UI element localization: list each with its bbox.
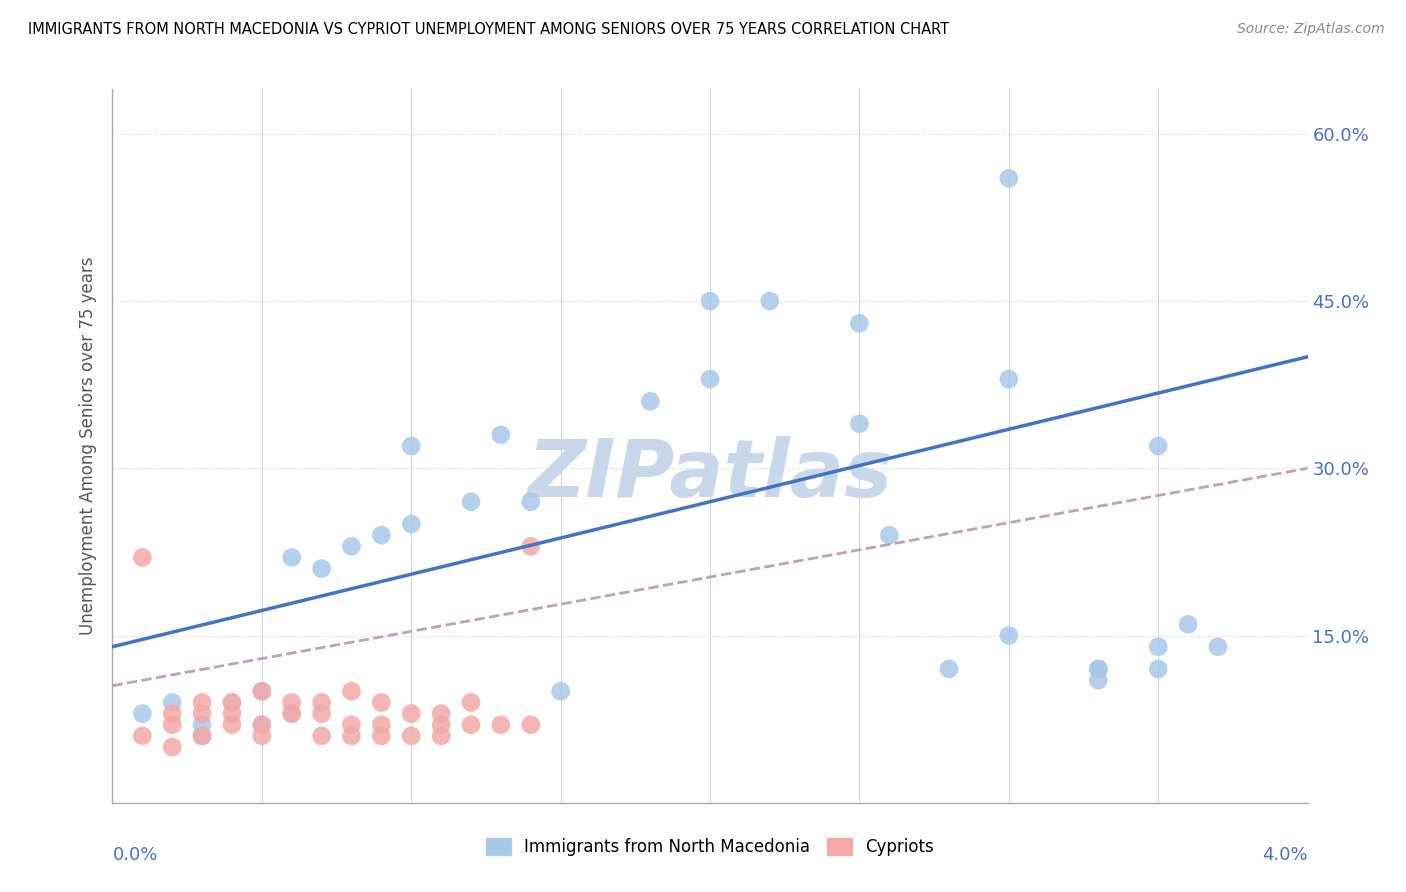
Point <box>1147 640 1170 654</box>
Point <box>1087 662 1109 676</box>
Point <box>460 494 482 508</box>
Point <box>699 293 721 308</box>
Point <box>520 539 543 553</box>
Point <box>281 706 304 721</box>
Point <box>162 740 183 755</box>
Point <box>191 717 214 731</box>
Point <box>221 696 243 710</box>
Point <box>131 550 153 565</box>
Point <box>998 628 1021 642</box>
Point <box>370 717 392 731</box>
Point <box>520 494 543 508</box>
Text: ZIPatlas: ZIPatlas <box>527 435 893 514</box>
Point <box>221 706 243 721</box>
Point <box>131 706 153 721</box>
Point <box>281 706 304 721</box>
Point <box>162 696 183 710</box>
Point <box>401 729 423 743</box>
Point <box>520 717 543 731</box>
Point <box>1206 640 1229 654</box>
Point <box>401 706 423 721</box>
Text: Source: ZipAtlas.com: Source: ZipAtlas.com <box>1237 22 1385 37</box>
Point <box>401 516 423 531</box>
Point <box>877 528 901 542</box>
Point <box>1147 662 1170 676</box>
Point <box>401 439 423 453</box>
Point <box>311 706 333 721</box>
Text: 4.0%: 4.0% <box>1263 846 1308 863</box>
Point <box>1177 617 1199 632</box>
Point <box>370 528 392 542</box>
Point <box>340 684 363 698</box>
Point <box>340 729 363 743</box>
Point <box>281 550 304 565</box>
Point <box>131 729 153 743</box>
Point <box>489 427 512 442</box>
Point <box>221 696 243 710</box>
Point <box>191 696 214 710</box>
Point <box>550 684 572 698</box>
Point <box>162 706 183 721</box>
Point <box>250 717 273 731</box>
Point <box>311 562 333 576</box>
Point <box>998 171 1021 186</box>
Point <box>998 372 1021 386</box>
Point <box>460 696 482 710</box>
Point <box>848 417 870 431</box>
Point <box>370 696 392 710</box>
Point <box>1087 673 1109 687</box>
Point <box>191 729 214 743</box>
Point <box>281 696 304 710</box>
Point <box>162 717 183 731</box>
Text: IMMIGRANTS FROM NORTH MACEDONIA VS CYPRIOT UNEMPLOYMENT AMONG SENIORS OVER 75 YE: IMMIGRANTS FROM NORTH MACEDONIA VS CYPRI… <box>28 22 949 37</box>
Point <box>370 729 392 743</box>
Point <box>191 729 214 743</box>
Point <box>250 717 273 731</box>
Text: 0.0%: 0.0% <box>112 846 157 863</box>
Point <box>1087 662 1109 676</box>
Point <box>311 696 333 710</box>
Point <box>489 717 512 731</box>
Point <box>250 729 273 743</box>
Point <box>340 539 363 553</box>
Y-axis label: Unemployment Among Seniors over 75 years: Unemployment Among Seniors over 75 years <box>79 257 97 635</box>
Point <box>640 394 662 409</box>
Point <box>250 684 273 698</box>
Point <box>460 717 482 731</box>
Point <box>759 293 782 308</box>
Point <box>938 662 960 676</box>
Point <box>191 706 214 721</box>
Point <box>430 717 453 731</box>
Point <box>340 717 363 731</box>
Point <box>311 729 333 743</box>
Point <box>699 372 721 386</box>
Legend: Immigrants from North Macedonia, Cypriots: Immigrants from North Macedonia, Cypriot… <box>477 828 943 866</box>
Point <box>250 684 273 698</box>
Point <box>1147 439 1170 453</box>
Point <box>221 717 243 731</box>
Point <box>430 706 453 721</box>
Point <box>848 316 870 330</box>
Point <box>430 729 453 743</box>
